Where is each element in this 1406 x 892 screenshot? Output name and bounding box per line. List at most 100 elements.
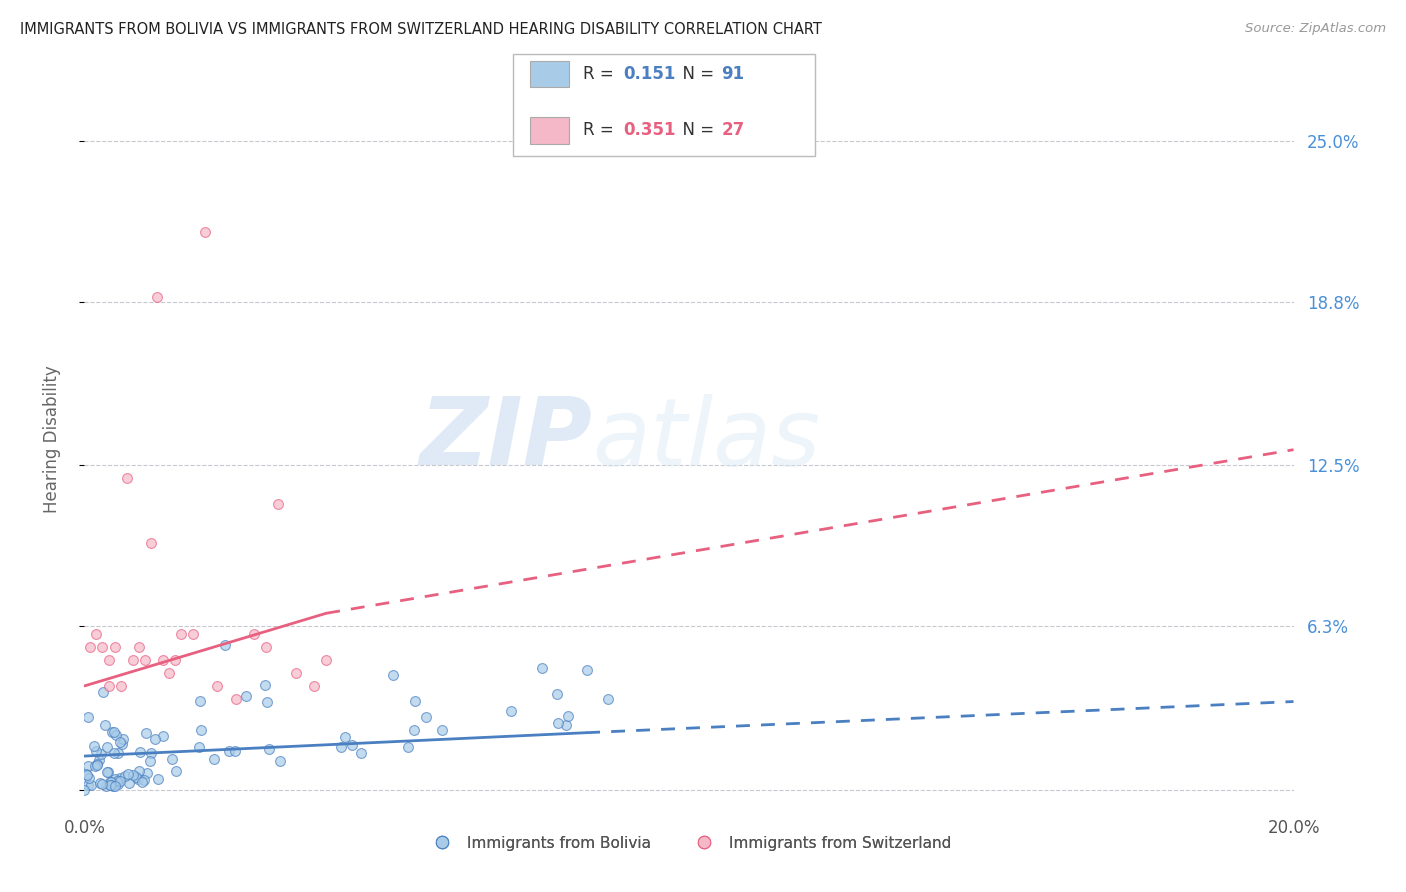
- Point: [111, 732, 134, 747]
- Point: [97, 653, 120, 667]
- Point: [398, 740, 420, 755]
- Point: [94, 718, 117, 732]
- Point: [83, 739, 105, 753]
- Point: [107, 746, 129, 760]
- Point: [110, 774, 132, 789]
- Point: [181, 627, 204, 641]
- Point: [128, 640, 150, 654]
- Point: [190, 694, 212, 708]
- Text: 0.351: 0.351: [623, 121, 675, 139]
- Point: [86, 756, 108, 771]
- Point: [235, 689, 257, 703]
- Point: [96, 779, 118, 793]
- Point: [225, 692, 247, 706]
- Point: [100, 779, 122, 793]
- Text: N =: N =: [672, 121, 720, 139]
- Point: [80, 778, 103, 792]
- Point: [350, 747, 373, 761]
- Point: [330, 739, 353, 754]
- Point: [224, 744, 246, 758]
- Point: [170, 627, 193, 641]
- Point: [73, 782, 96, 797]
- Point: [546, 687, 568, 701]
- Legend: Immigrants from Bolivia, Immigrants from Switzerland: Immigrants from Bolivia, Immigrants from…: [420, 830, 957, 857]
- Point: [105, 773, 128, 788]
- Point: [114, 769, 136, 783]
- Point: [342, 739, 364, 753]
- Point: [91, 777, 114, 791]
- Point: [91, 640, 114, 654]
- Text: N =: N =: [672, 65, 720, 83]
- Point: [547, 715, 569, 730]
- Point: [90, 747, 112, 761]
- Point: [125, 771, 148, 785]
- Point: [135, 766, 157, 780]
- Point: [104, 779, 127, 793]
- Point: [108, 735, 131, 749]
- Text: IMMIGRANTS FROM BOLIVIA VS IMMIGRANTS FROM SWITZERLAND HEARING DISABILITY CORREL: IMMIGRANTS FROM BOLIVIA VS IMMIGRANTS FR…: [20, 22, 821, 37]
- Point: [98, 778, 121, 792]
- Point: [103, 724, 125, 739]
- Point: [117, 766, 139, 780]
- Point: [101, 725, 124, 739]
- Point: [596, 692, 619, 706]
- Point: [110, 679, 132, 693]
- Point: [285, 665, 308, 680]
- Point: [79, 640, 101, 654]
- Text: Source: ZipAtlas.com: Source: ZipAtlas.com: [1246, 22, 1386, 36]
- Point: [139, 536, 162, 550]
- Point: [111, 737, 134, 751]
- Point: [134, 653, 156, 667]
- Point: [98, 774, 121, 789]
- Point: [128, 764, 150, 779]
- Text: 0.151: 0.151: [623, 65, 675, 83]
- Point: [302, 679, 325, 693]
- Text: R =: R =: [583, 121, 620, 139]
- Point: [415, 709, 437, 723]
- Point: [165, 653, 187, 667]
- Point: [131, 774, 153, 789]
- Point: [218, 744, 240, 758]
- Point: [162, 752, 184, 766]
- Point: [242, 627, 264, 641]
- Point: [430, 723, 453, 737]
- Point: [157, 665, 180, 680]
- Point: [335, 730, 357, 744]
- Point: [118, 775, 141, 789]
- Point: [254, 640, 277, 654]
- Point: [107, 777, 129, 791]
- Point: [127, 772, 149, 787]
- Point: [134, 773, 156, 788]
- Point: [96, 740, 118, 755]
- Y-axis label: Hearing Disability: Hearing Disability: [42, 366, 60, 513]
- Text: 27: 27: [721, 121, 745, 139]
- Point: [86, 758, 108, 772]
- Point: [108, 772, 131, 786]
- Point: [146, 289, 169, 303]
- Point: [165, 764, 187, 778]
- Point: [190, 723, 212, 738]
- Point: [100, 774, 122, 789]
- Point: [96, 764, 118, 779]
- Point: [152, 729, 174, 743]
- Point: [138, 754, 160, 768]
- Point: [84, 759, 107, 773]
- Point: [86, 627, 108, 641]
- Point: [557, 708, 579, 723]
- Point: [382, 667, 405, 681]
- Point: [202, 752, 225, 766]
- Point: [194, 225, 217, 239]
- Point: [89, 776, 111, 790]
- Point: [501, 704, 523, 718]
- Text: 91: 91: [721, 65, 744, 83]
- Point: [77, 778, 100, 792]
- Point: [77, 771, 100, 785]
- Point: [75, 766, 97, 780]
- Point: [269, 754, 291, 768]
- Point: [141, 746, 163, 760]
- Point: [76, 768, 98, 782]
- Point: [257, 742, 280, 756]
- Point: [404, 723, 426, 738]
- Point: [135, 726, 157, 740]
- Point: [76, 758, 98, 772]
